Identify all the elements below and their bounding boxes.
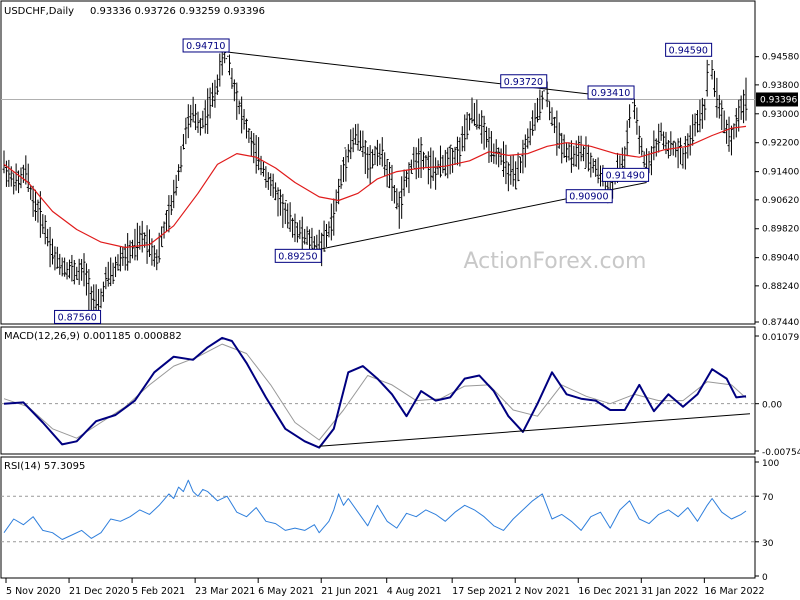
macd-line	[3, 336, 747, 449]
rsi-y-axis: 100 70 30 0	[755, 459, 779, 583]
rsi-line	[3, 479, 747, 540]
price-annotation-box	[274, 248, 322, 263]
price-annotation-box	[602, 167, 650, 182]
price-y-tick-label: 0.93000	[762, 110, 799, 120]
x-axis: 5 Nov 2020 21 Dec 2020 5 Feb 2021 23 Mar 20…	[5, 578, 765, 597]
macd-y-tick-label: -0.007548	[762, 448, 800, 458]
rsi-y-tick-label: 30	[762, 539, 774, 549]
price-annotation-label: 0.94590	[669, 45, 708, 56]
x-tick-label: 31 Jan 2022	[641, 586, 698, 597]
watermark: ActionForex.com	[464, 249, 647, 274]
price-annotation-label: 0.93410	[591, 88, 630, 99]
price-y-tick-label: 0.89040	[762, 254, 799, 264]
price-y-tick-label: 0.90620	[762, 196, 799, 206]
macd-y-tick-label: 0.00	[762, 401, 782, 411]
x-tick-label: 21 Dec 2020	[69, 586, 130, 597]
price-annotation-label: 0.94710	[186, 41, 225, 52]
last-price-box	[756, 92, 798, 107]
price-y-tick-label: 0.87440	[762, 318, 799, 328]
price-trendline	[227, 51, 633, 100]
macd-y-axis: 0.010797 0.00 -0.007548	[755, 333, 800, 458]
rsi-y-tick-label: 0	[762, 573, 768, 583]
price-labels: 0.87560 0.94710 0.89250 0.93720 0.93410 0.909…	[54, 38, 713, 324]
x-tick-label: 16 Dec 2021	[578, 586, 639, 597]
x-tick-label: 21 Jun 2021	[321, 586, 378, 597]
price-y-tick-label: 0.91400	[762, 168, 799, 178]
price-annotation-label: 0.91490	[606, 170, 645, 181]
macd-plot	[1, 336, 755, 449]
price-ohlc: 0.93336 0.93726 0.93259 0.93396	[90, 6, 265, 17]
rsi-y-tick-label: 100	[762, 459, 779, 469]
price-panel-frame	[0, 0, 756, 325]
x-tick-label: 5 Feb 2021	[132, 586, 185, 597]
price-annotation-box	[54, 309, 102, 324]
price-bars	[2, 43, 748, 318]
price-y-tick-label: 0.88240	[762, 282, 799, 292]
price-y-tick-label: 0.89820	[762, 225, 799, 235]
x-tick-label: 2 Nov 2021	[515, 586, 570, 597]
x-tick-label: 4 Aug 2021	[387, 586, 442, 597]
price-y-axis: 0.87440 0.88240 0.89040 0.89820 0.90620 0.914…	[755, 53, 799, 328]
macd-trendline	[319, 413, 751, 447]
price-annotation-label: 0.89250	[278, 251, 317, 262]
x-tick-label: 16 Mar 2022	[704, 586, 764, 597]
price-title: USDCHF,Daily	[4, 6, 74, 17]
x-tick-label: 5 Nov 2020	[6, 586, 61, 597]
rsi-title: RSI(14) 57.3095	[4, 461, 85, 472]
price-annotation-box	[665, 42, 713, 57]
price-annotation-box	[565, 189, 613, 204]
macd-y-tick-label: 0.010797	[762, 333, 800, 343]
moving-average-line	[3, 125, 747, 249]
price-y-tick-label: 0.93800	[762, 81, 799, 91]
price-y-tick-label: 0.94580	[762, 53, 799, 63]
price-annotation-box	[587, 85, 635, 100]
price-annotation-box	[182, 38, 230, 53]
macd-title: MACD(12,26,9) 0.001185 0.000882	[4, 331, 182, 342]
macd-panel-frame	[0, 326, 756, 455]
x-tick-label: 23 Mar 2021	[195, 586, 255, 597]
price-annotation-label: 0.87560	[58, 312, 97, 323]
rsi-plot	[1, 479, 755, 543]
price-annotation-label: 0.90900	[569, 192, 608, 203]
x-tick-label: 17 Sep 2021	[452, 586, 512, 597]
last-price-label: 0.93396	[760, 95, 797, 105]
price-y-tick-label: 0.92200	[762, 139, 799, 149]
price-annotation-box	[500, 74, 548, 89]
x-tick-label: 6 May 2021	[258, 586, 314, 597]
rsi-panel-frame	[0, 456, 756, 579]
rsi-y-tick-label: 70	[762, 493, 774, 503]
price-annotation-label: 0.93720	[504, 77, 543, 88]
